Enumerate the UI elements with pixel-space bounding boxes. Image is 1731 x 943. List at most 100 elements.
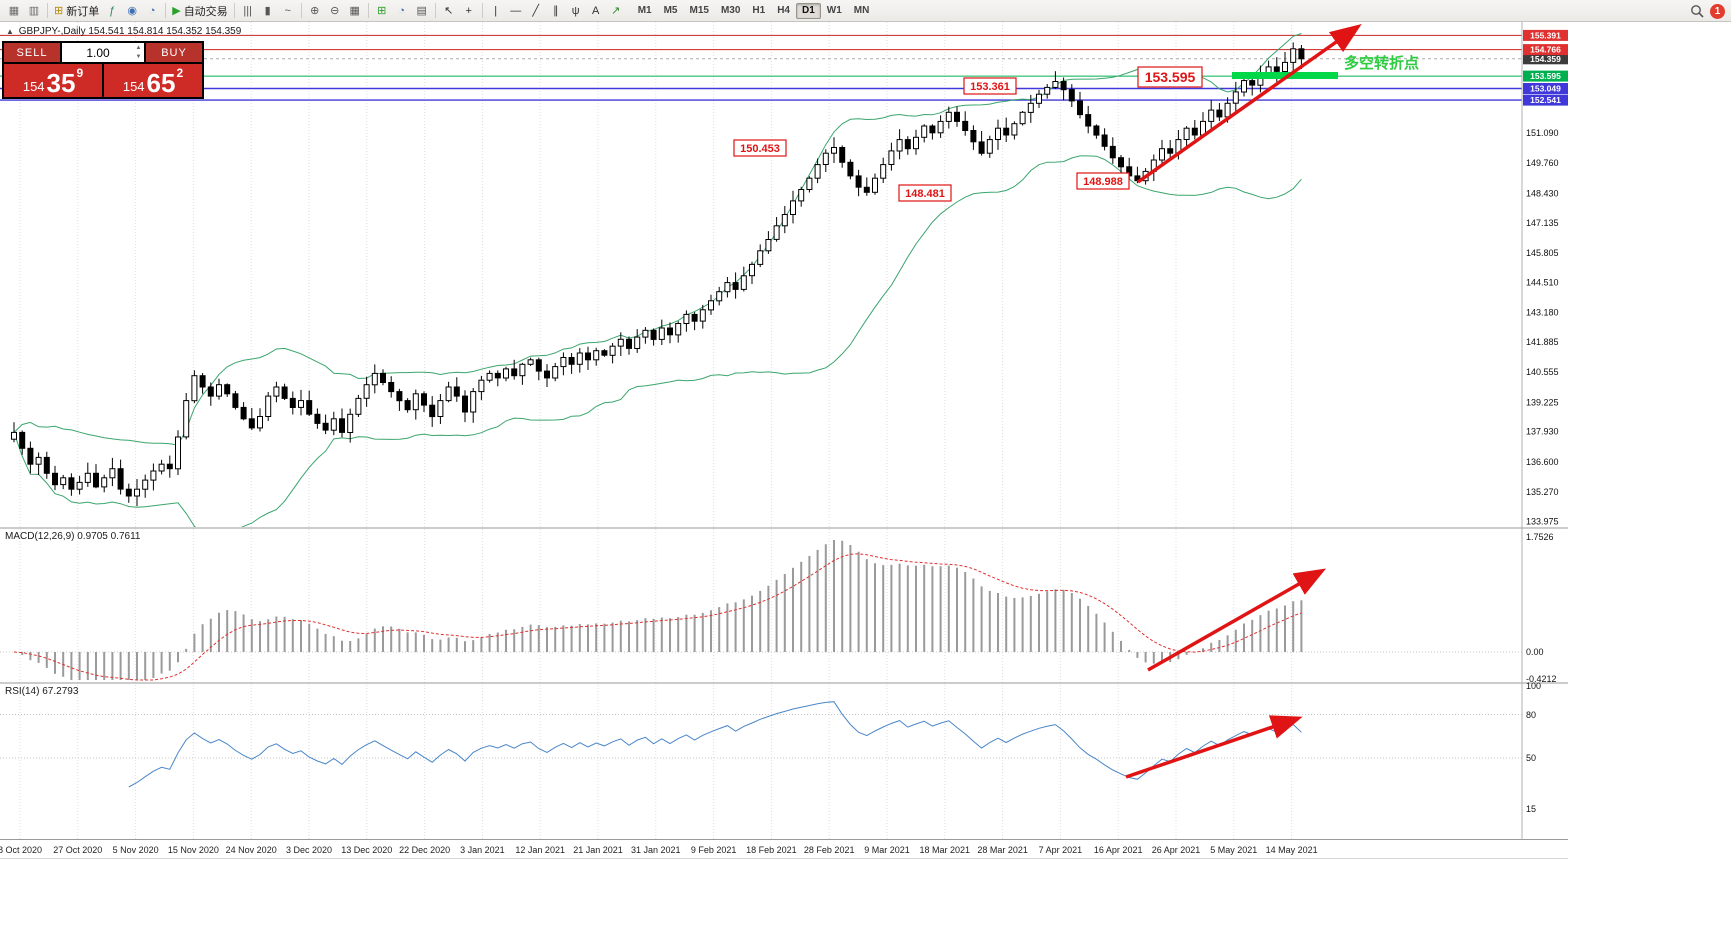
text-icon[interactable]: A — [586, 2, 606, 20]
trendline-icon[interactable]: ╱ — [526, 2, 546, 20]
chart-surface[interactable]: 151.090 149.760 148.430 147.135 145.805 144.5… — [0, 22, 1568, 840]
svg-text:141.885: 141.885 — [1526, 337, 1559, 347]
macd-signal-line — [13, 553, 1302, 681]
spin-down-icon[interactable]: ▼ — [135, 54, 142, 60]
svg-text:148.481: 148.481 — [905, 188, 945, 200]
toolbar-separator — [367, 3, 369, 18]
symbol-direction-icon: ▲ — [6, 27, 14, 36]
turning-point-text[interactable]: 多空转折点 — [1344, 54, 1419, 72]
tf-m1[interactable]: M1 — [637, 5, 652, 16]
svg-text:153.049: 153.049 — [1530, 84, 1561, 94]
text-icon: A — [592, 4, 600, 17]
new-chart-icon: ▦ — [8, 5, 20, 17]
autotrade-label: 自动交易 — [183, 5, 228, 18]
trend-arrow[interactable] — [1147, 568, 1327, 672]
price-callout[interactable] — [898, 184, 952, 202]
sell-price-prefix: 154 — [22, 78, 45, 94]
tf-m15[interactable]: M15 — [689, 5, 709, 16]
tf-m30[interactable]: M30 — [720, 5, 741, 16]
svg-text:100: 100 — [1526, 681, 1541, 691]
trend-arrow[interactable] — [1125, 715, 1303, 779]
profiles-icon[interactable]: ▥ — [24, 2, 44, 20]
cursor-icon: ↖ — [444, 5, 454, 17]
indicator-add-icon[interactable]: ⊞ — [372, 2, 392, 20]
trend-arrow[interactable] — [1136, 23, 1362, 184]
volume-spinner[interactable]: ▲ ▼ — [134, 44, 143, 61]
svg-text:154.766: 154.766 — [1530, 45, 1561, 55]
svg-text:135.270: 135.270 — [1526, 487, 1559, 497]
svg-text:153.595: 153.595 — [1145, 69, 1196, 85]
cursor-icon[interactable]: ↖ — [439, 2, 459, 20]
hline-icon[interactable]: — — [506, 2, 526, 20]
svg-text:1.7526: 1.7526 — [1526, 532, 1554, 542]
buy-price[interactable]: 154 65 2 — [104, 64, 202, 97]
community-icon[interactable]: ◉ — [122, 2, 142, 20]
candlestick-chart-icon: ▮ — [264, 5, 271, 17]
search-icon[interactable] — [1690, 4, 1704, 18]
rsi-indicator-label: RSI(14) 67.2793 — [5, 686, 79, 697]
line-chart-icon: ~ — [284, 4, 291, 17]
zoom-out-icon[interactable]: ⊖ — [325, 2, 345, 20]
crosshair-icon[interactable]: + — [459, 2, 479, 20]
date-label: 8 Oct 2020 — [0, 845, 43, 855]
date-axis[interactable]: 8 Oct 2020 27 Oct 2020 5 Nov 2020 15 Nov 20… — [0, 842, 1568, 859]
tf-m5[interactable]: M5 — [663, 5, 678, 16]
svg-text:15: 15 — [1526, 804, 1536, 814]
buy-price-prefix: 154 — [122, 78, 145, 94]
volume-field[interactable]: ▲ ▼ — [62, 43, 144, 62]
bar-chart-icon[interactable]: ||| — [238, 2, 258, 20]
channel-icon[interactable]: ∥ — [546, 2, 566, 20]
new-chart-icon[interactable]: ▦ — [4, 2, 24, 20]
price-callout[interactable] — [1076, 172, 1130, 190]
tf-w1[interactable]: W1 — [826, 5, 842, 16]
tf-h4[interactable]: H4 — [777, 5, 790, 16]
tile-windows-icon[interactable]: ▦ — [345, 2, 365, 20]
new-order-button[interactable]: ⊞ 新订单 — [51, 2, 102, 20]
spin-up-icon[interactable]: ▲ — [135, 45, 142, 51]
autotrade-icon: ▶ — [172, 5, 181, 17]
macd-panel — [13, 540, 1303, 681]
price-axis[interactable]: 151.090 149.760 148.430 147.135 145.805 144.5… — [1523, 29, 1568, 814]
toolbar-separator — [47, 3, 48, 18]
line-chart-icon[interactable]: ~ — [278, 2, 298, 20]
date-label: 3 Dec 2020 — [285, 845, 333, 855]
svg-text:155.391: 155.391 — [1530, 30, 1561, 40]
svg-text:153.361: 153.361 — [970, 81, 1010, 93]
fibonacci-icon[interactable]: ψ — [566, 2, 586, 20]
support-zone-bar[interactable] — [1232, 72, 1338, 79]
autotrade-button[interactable]: ▶ 自动交易 — [169, 2, 230, 20]
arrows-icon[interactable]: ↗ — [606, 2, 626, 20]
timeframe-toolbar: M1 M5 M15 M30 H1 H4 D1 W1 MN — [632, 2, 876, 19]
tf-mn[interactable]: MN — [853, 5, 870, 16]
svg-text:140.555: 140.555 — [1526, 367, 1559, 377]
svg-text:145.805: 145.805 — [1526, 248, 1559, 258]
volume-input[interactable] — [62, 43, 144, 62]
date-label: 21 Jan 2021 — [573, 845, 623, 855]
annotations[interactable]: 153.361 150.453 148.481 148.988 153.595 多空转折点 — [733, 23, 1419, 779]
channel-icon: ∥ — [552, 5, 559, 17]
sell-button[interactable]: SELL — [4, 43, 60, 62]
toolbar-separator — [300, 3, 302, 18]
price-badge — [1523, 53, 1568, 65]
new-order-label: 新订单 — [66, 5, 100, 18]
price-callout[interactable] — [1137, 66, 1203, 88]
candlestick-chart-icon[interactable]: ▮ — [258, 2, 278, 20]
vline-icon[interactable]: | — [486, 2, 506, 20]
macd-indicator-label: MACD(12,26,9) 0.9705 0.7611 — [5, 531, 141, 542]
period-icon[interactable]: ◔ — [392, 2, 412, 20]
grid — [0, 22, 1522, 840]
price-callout[interactable] — [733, 139, 787, 157]
price-callout[interactable] — [963, 77, 1017, 95]
tf-h1[interactable]: H1 — [752, 5, 766, 16]
sell-price[interactable]: 154 35 9 — [4, 64, 102, 97]
alerts-icon[interactable]: ◔ — [142, 2, 162, 20]
templates-icon[interactable]: ▤ — [412, 2, 432, 20]
svg-text:136.600: 136.600 — [1526, 457, 1559, 467]
tf-d1[interactable]: D1 — [796, 2, 821, 19]
date-label: 13 Dec 2020 — [341, 845, 393, 855]
buy-button[interactable]: BUY — [146, 43, 202, 62]
main-toolbar: ▦ ▥ ⊞ 新订单 ƒ ◉ ◔ ▶ 自动交易 ||| ▮ ~ ⊕ ⊖ ▦ ⊞ ◔ ▤ ↖ + | — ╱ ∥ ψ A ↗ M1 M5… — [0, 0, 1731, 22]
expert-advisors-icon[interactable]: ƒ — [102, 2, 122, 20]
zoom-in-icon[interactable]: ⊕ — [305, 2, 325, 20]
notifications-badge[interactable]: 1 — [1710, 3, 1725, 19]
